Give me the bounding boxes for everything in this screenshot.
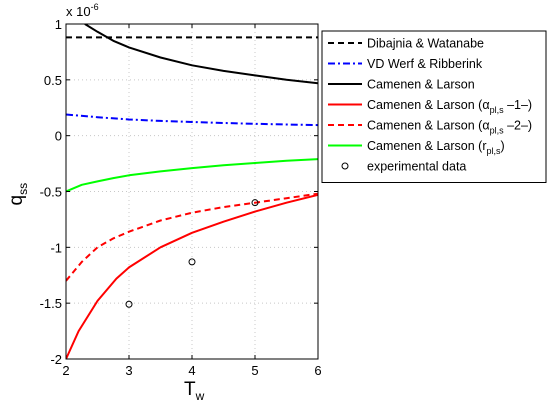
legend-label: Dibajnia & Watanabe <box>367 37 484 51</box>
x-axis-title: Tw <box>184 379 205 403</box>
x-tick-label: 2 <box>62 363 69 378</box>
multiplier-base: x 10 <box>66 4 91 19</box>
legend-label: Camenen & Larson (αpl,s –2–) <box>367 119 532 136</box>
y-tick-label: -0.5 <box>40 185 62 200</box>
x-axis-title-main: T <box>184 379 196 400</box>
y-axis-title-sub: ss <box>16 183 30 195</box>
series-layer <box>66 24 318 359</box>
series-line-5 <box>66 192 318 282</box>
series-group <box>66 24 318 359</box>
series-line-2 <box>66 113 318 127</box>
series-line-4 <box>66 193 318 359</box>
legend-label: Camenen & Larson <box>367 78 475 92</box>
x-axis-title-sub: w <box>195 389 205 403</box>
data-point <box>251 199 259 207</box>
tick-layer: 2 3 4 5 6 -2 -1.5 -1 -0.5 0 0.5 1 <box>40 17 322 378</box>
legend-label: Camenen & Larson (rpl,s) <box>367 139 505 156</box>
legend-label: experimental data <box>367 160 466 174</box>
series-line-6 <box>66 158 318 193</box>
data-point <box>188 258 196 266</box>
legend-marker <box>341 162 349 170</box>
series-line-3 <box>84 24 318 85</box>
y-axis-title-main: q <box>6 195 27 206</box>
y-axis-title: qss <box>6 183 30 206</box>
legend: Dibajnia & Watanabe VD Werf & Ribberink Ca… <box>321 30 547 183</box>
multiplier-exponent: -6 <box>91 2 99 12</box>
y-tick-label: -1 <box>50 240 62 255</box>
data-point <box>125 300 133 308</box>
legend-label: Camenen & Larson (αpl,s –1–) <box>367 98 532 115</box>
y-tick-label: 0 <box>55 129 62 144</box>
x-tick-label: 4 <box>188 363 195 378</box>
y-tick-label: 1 <box>55 17 62 32</box>
y-tick-label: 0.5 <box>44 73 62 88</box>
axis-multiplier: x 10-6 <box>66 2 99 19</box>
x-tick-label: 6 <box>314 363 321 378</box>
legend-label: VD Werf & Ribberink <box>367 57 483 71</box>
y-tick-label: -2 <box>50 352 62 367</box>
grid-layer <box>65 23 319 360</box>
legend-box <box>321 30 547 183</box>
y-tick-label: -1.5 <box>40 296 62 311</box>
x-tick-label: 3 <box>125 363 132 378</box>
x-tick-label: 5 <box>251 363 258 378</box>
